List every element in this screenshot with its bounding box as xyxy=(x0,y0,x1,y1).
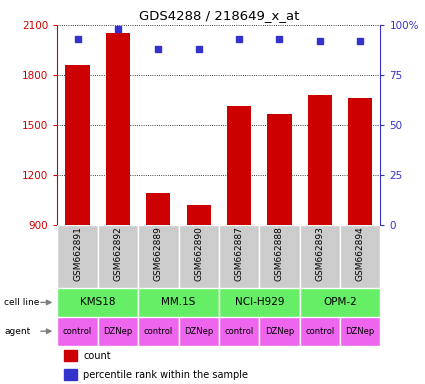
Bar xyxy=(259,225,300,288)
Text: DZNep: DZNep xyxy=(346,327,375,336)
Bar xyxy=(138,225,178,288)
Text: MM.1S: MM.1S xyxy=(162,297,196,308)
Bar xyxy=(219,225,259,288)
Text: GSM662887: GSM662887 xyxy=(235,227,244,281)
Text: control: control xyxy=(224,327,254,336)
Bar xyxy=(219,288,300,317)
Text: NCI-H929: NCI-H929 xyxy=(235,297,284,308)
Bar xyxy=(57,317,98,346)
Bar xyxy=(187,205,211,225)
Text: control: control xyxy=(144,327,173,336)
Bar xyxy=(340,225,380,288)
Bar xyxy=(300,225,340,288)
Text: DZNep: DZNep xyxy=(184,327,213,336)
Bar xyxy=(106,33,130,225)
Bar xyxy=(348,98,372,225)
Text: control: control xyxy=(63,327,92,336)
Bar xyxy=(65,65,90,225)
Text: percentile rank within the sample: percentile rank within the sample xyxy=(83,370,248,380)
Text: OPM-2: OPM-2 xyxy=(323,297,357,308)
Text: control: control xyxy=(305,327,334,336)
Bar xyxy=(98,225,138,288)
Bar xyxy=(300,288,380,317)
Bar xyxy=(219,317,259,346)
Bar xyxy=(138,288,219,317)
Bar xyxy=(57,288,138,317)
Text: GSM662889: GSM662889 xyxy=(154,227,163,281)
Text: GSM662894: GSM662894 xyxy=(356,227,365,281)
Bar xyxy=(57,225,98,288)
Text: GSM662892: GSM662892 xyxy=(113,227,122,281)
Bar xyxy=(259,317,300,346)
Bar xyxy=(64,350,77,361)
Text: GSM662893: GSM662893 xyxy=(315,227,324,281)
Bar xyxy=(300,317,340,346)
Bar xyxy=(98,317,138,346)
Text: GSM662890: GSM662890 xyxy=(194,227,203,281)
Bar xyxy=(64,369,77,380)
Bar xyxy=(178,317,219,346)
Bar xyxy=(227,106,251,225)
Text: DZNep: DZNep xyxy=(265,327,294,336)
Text: count: count xyxy=(83,351,111,361)
Text: KMS18: KMS18 xyxy=(80,297,116,308)
Bar xyxy=(178,225,219,288)
Title: GDS4288 / 218649_x_at: GDS4288 / 218649_x_at xyxy=(139,9,299,22)
Text: agent: agent xyxy=(4,327,31,336)
Bar xyxy=(146,193,170,225)
Text: DZNep: DZNep xyxy=(103,327,133,336)
Bar xyxy=(308,95,332,225)
Text: GSM662888: GSM662888 xyxy=(275,227,284,281)
Text: GSM662891: GSM662891 xyxy=(73,227,82,281)
Text: cell line: cell line xyxy=(4,298,40,307)
Bar xyxy=(138,317,178,346)
Bar xyxy=(267,114,292,225)
Bar xyxy=(340,317,380,346)
